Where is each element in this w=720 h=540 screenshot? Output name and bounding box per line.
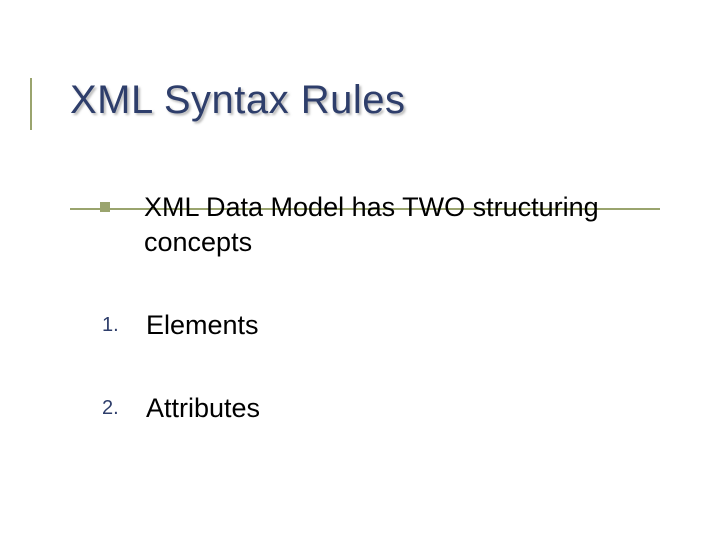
list-item-text: Attributes xyxy=(146,391,680,426)
list-item: XML Data Model has TWO structuring conce… xyxy=(100,190,680,260)
title-block: XML Syntax Rules xyxy=(70,78,406,123)
title-tick-line xyxy=(30,78,32,130)
list-item: 1. Elements xyxy=(100,308,680,343)
list-item: 2. Attributes xyxy=(100,391,680,426)
slide: XML Syntax Rules XML Data Model has TWO … xyxy=(0,0,720,540)
body-content: XML Data Model has TWO structuring conce… xyxy=(100,190,680,474)
number-marker: 2. xyxy=(102,397,130,420)
slide-title: XML Syntax Rules xyxy=(70,78,406,123)
square-bullet-icon xyxy=(100,202,110,212)
list-item-text: Elements xyxy=(146,308,680,343)
number-marker: 1. xyxy=(102,314,130,337)
list-item-text: XML Data Model has TWO structuring conce… xyxy=(144,190,680,260)
